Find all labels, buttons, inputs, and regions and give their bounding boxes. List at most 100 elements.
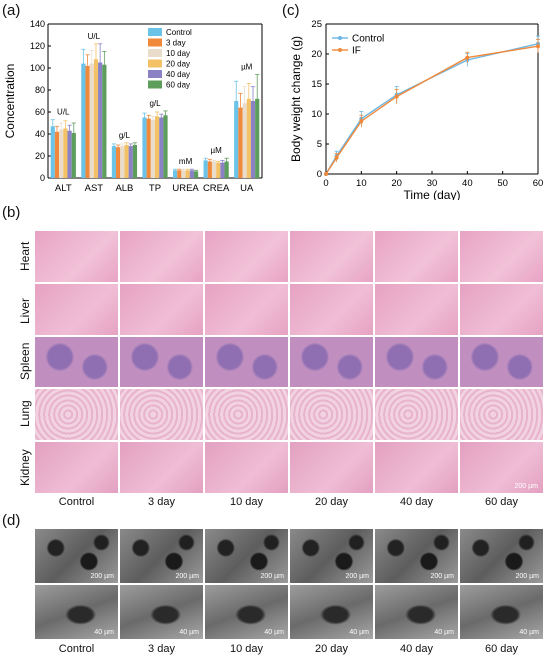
data-point bbox=[359, 119, 364, 124]
sem-scale-bar: 200 µm bbox=[430, 573, 455, 580]
bar bbox=[150, 119, 155, 178]
panel-label-b: (b) bbox=[2, 204, 21, 221]
histology-column-label: 3 day bbox=[148, 496, 175, 508]
x-tick-label: 0 bbox=[323, 178, 328, 189]
panel-label-d: (d) bbox=[2, 512, 21, 529]
bar bbox=[155, 116, 160, 178]
legend-swatch bbox=[148, 70, 162, 78]
histology-image bbox=[460, 442, 543, 493]
histology-image bbox=[35, 389, 118, 441]
histology-row-label: Lung bbox=[18, 400, 32, 427]
bar bbox=[93, 59, 99, 179]
histology-scale-bar: 200 µm bbox=[514, 483, 539, 490]
bar bbox=[128, 146, 133, 178]
legend-swatch bbox=[148, 80, 162, 89]
bar bbox=[111, 146, 117, 178]
histology-image bbox=[290, 442, 373, 493]
histology-row-label: Spleen bbox=[18, 342, 32, 380]
bar-chart: 0 20 40 60 80 100 120 140 Concentration ALT U/L AST… bbox=[3, 19, 263, 194]
bar bbox=[142, 117, 147, 178]
sem-image-low-mag: 200 µm bbox=[35, 529, 118, 583]
sem-image-low-mag: 200 µm bbox=[205, 529, 288, 583]
line-chart: 0 5 10 15 20 25 0 10 20 30 40 50 60 Time (day) Body we… bbox=[289, 19, 543, 200]
y-tick-label: 140 bbox=[30, 19, 45, 29]
sem-column-label: Control bbox=[58, 643, 95, 655]
x-tick-label: 10 bbox=[356, 178, 367, 189]
sem-image-high-mag: 40 µm bbox=[375, 585, 458, 639]
histology-image bbox=[290, 231, 373, 282]
bar bbox=[246, 98, 251, 178]
sem-scale-bar: 200 µm bbox=[515, 573, 540, 580]
histology-image bbox=[205, 283, 288, 335]
histology-row-label: Kidney bbox=[18, 448, 32, 486]
bar bbox=[132, 145, 138, 178]
unit-label: U/L bbox=[57, 108, 70, 117]
x-tick-label: UREA bbox=[172, 183, 199, 194]
legend-label: IF bbox=[352, 46, 361, 57]
legend-label: Control bbox=[166, 28, 192, 37]
histology-column-label: 10 day bbox=[229, 496, 264, 508]
histology-image bbox=[290, 389, 373, 441]
bar bbox=[71, 132, 76, 178]
histology-image bbox=[375, 389, 458, 441]
legend-label: 3 day bbox=[166, 39, 186, 48]
panel-label-a: (a) bbox=[2, 2, 21, 19]
legend-marker bbox=[338, 48, 342, 52]
bar bbox=[216, 162, 221, 178]
sem-column-label: 60 day bbox=[484, 643, 519, 655]
histology-image bbox=[205, 231, 288, 282]
bar bbox=[220, 162, 225, 178]
series-line bbox=[325, 43, 539, 175]
sem-image-high-mag: 40 µm bbox=[120, 585, 203, 639]
unit-label: g/L bbox=[119, 131, 131, 140]
histology-image bbox=[205, 336, 288, 388]
bar bbox=[224, 161, 229, 178]
x-axis-label: Time (day) bbox=[404, 188, 461, 200]
y-tick-label: 60 bbox=[35, 107, 45, 117]
histology-image bbox=[290, 336, 373, 388]
bar bbox=[146, 118, 151, 178]
sem-scale-bar: 200 µm bbox=[175, 573, 200, 580]
histology-image bbox=[460, 336, 543, 388]
sem-image-high-mag: 40 µm bbox=[460, 585, 543, 639]
x-tick-label: TP bbox=[149, 183, 161, 194]
bar bbox=[234, 101, 239, 178]
histology-image bbox=[35, 336, 118, 388]
histology-image bbox=[375, 336, 458, 388]
bar bbox=[242, 103, 247, 178]
bar bbox=[102, 64, 107, 178]
histology-column-label: 60 day bbox=[484, 496, 519, 508]
sem-image-high-mag: 40 µm bbox=[35, 585, 118, 639]
sem-scale-bar: 40 µm bbox=[519, 629, 539, 636]
bar bbox=[124, 145, 129, 178]
bar bbox=[238, 107, 243, 178]
bar bbox=[250, 101, 256, 178]
y-tick-label: 5 bbox=[317, 139, 322, 150]
y-tick-label: 0 bbox=[40, 173, 45, 183]
unit-label: µM bbox=[211, 146, 223, 155]
histology-image bbox=[35, 442, 118, 493]
bar bbox=[85, 65, 90, 178]
histology-image bbox=[205, 442, 288, 493]
sem-image-low-mag: 200 µm bbox=[120, 529, 203, 583]
sem-image-high-mag: 40 µm bbox=[290, 585, 373, 639]
unit-label: g/L bbox=[149, 99, 161, 108]
x-tick-label: UA bbox=[240, 183, 254, 194]
bar bbox=[185, 170, 190, 178]
bar bbox=[116, 147, 121, 178]
y-axis-label: Concentration bbox=[3, 64, 17, 139]
bar bbox=[211, 161, 217, 178]
histology-column-label: 20 day bbox=[314, 496, 349, 508]
y-tick-label: 0 bbox=[317, 169, 322, 180]
legend-swatch bbox=[148, 38, 162, 47]
y-tick-label: 15 bbox=[311, 79, 322, 90]
x-tick-label: 50 bbox=[497, 178, 508, 189]
bar bbox=[159, 117, 164, 178]
unit-label: mM bbox=[179, 157, 193, 166]
histology-image bbox=[460, 231, 543, 282]
histology-image bbox=[460, 389, 543, 441]
sem-image-low-mag: 200 µm bbox=[460, 529, 543, 583]
bar bbox=[89, 63, 94, 178]
histology-image bbox=[460, 283, 543, 335]
data-point bbox=[324, 172, 328, 176]
